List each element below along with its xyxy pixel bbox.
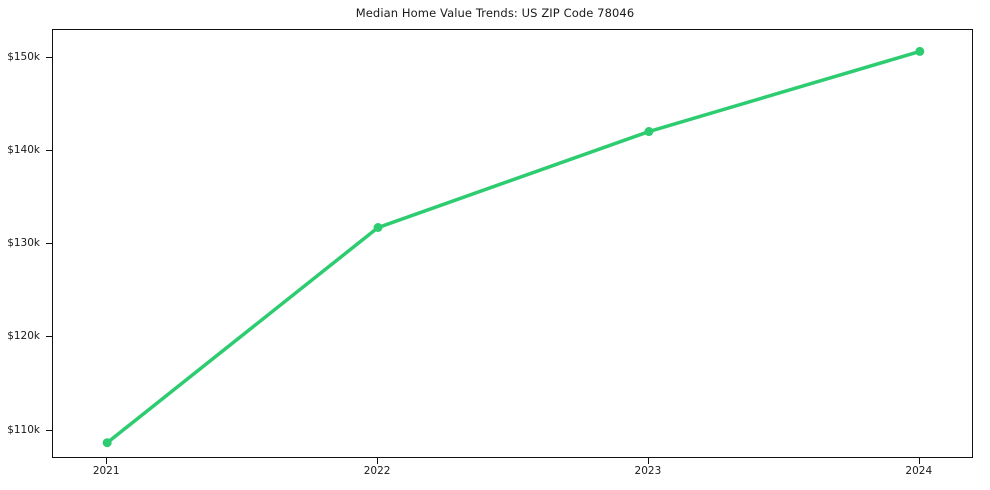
line-series-markers [102,46,925,448]
data-point-2023 [644,127,654,137]
x-tick-label-2021: 2021 [92,465,120,477]
y-tick-label-120k: $120k [7,330,40,343]
y-tick-label-140k: $140k [7,143,40,156]
y-tick-label-130k: $130k [7,237,40,250]
plot-area [52,29,973,458]
x-tick-label-2022: 2022 [363,465,391,477]
y-tick-label-110k: $110k [7,423,40,436]
y-axis-tick-labels: $150k $140k $130k $120k $110k [0,0,40,490]
x-tick-label-2024: 2024 [905,465,933,477]
line-series-svg [102,46,925,448]
line-series-path [105,49,922,445]
y-tick-label-150k: $150k [7,50,40,63]
data-point-2022 [373,223,383,232]
data-point-2021 [102,438,112,448]
data-point-2024 [915,46,925,56]
chart-title: Median Home Value Trends: US ZIP Code 78… [355,6,635,20]
x-tick-label-2023: 2023 [634,465,662,477]
